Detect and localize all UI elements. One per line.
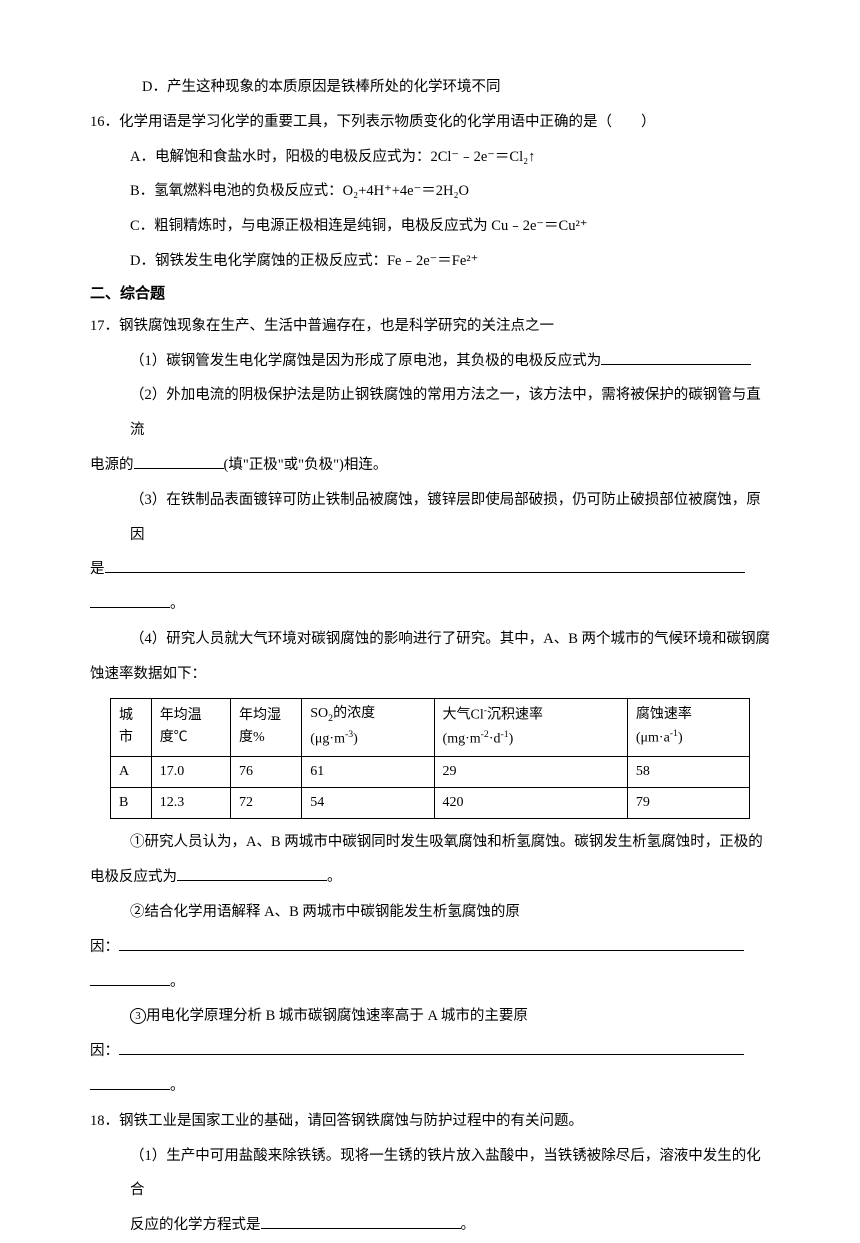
text: 蚀速率数据如下： [90, 666, 206, 682]
blank-line[interactable] [105, 572, 745, 573]
table-header-row: 城市 年均温度℃ 年均湿度% SO2的浓度(μg·m-3) 大气Cl-沉积速率(… [111, 698, 750, 756]
q17-p3-line2: 是 [90, 552, 770, 587]
text: 研究人员认为，A、B 两城市中碳钢同时发生吸氧腐蚀和析氢腐蚀。碳钢发生析氢腐蚀时… [145, 834, 763, 850]
th-humid: 年均湿度% [231, 698, 302, 756]
blank-line[interactable] [177, 865, 327, 881]
cell: 58 [627, 756, 749, 787]
table-row: A 17.0 76 61 29 58 [111, 756, 750, 787]
option-text: D．产生这种现象的本质原因是铁棒所处的化学环境不同 [142, 79, 500, 95]
circled-2: ② [130, 904, 145, 920]
blank-line[interactable] [90, 985, 170, 986]
cell: B [111, 787, 152, 818]
q18-p1-line2: 反应的化学方程式是 。 [90, 1208, 770, 1243]
text: （3）在铁制品表面镀锌可防止铁制品被腐蚀，镀锌层即使局部破损，仍可防止破损部位被… [130, 492, 761, 543]
q18-p1-line1: （1）生产中可用盐酸来除铁锈。现将一生锈的铁片放入盐酸中，当铁锈被除尽后，溶液中… [90, 1139, 770, 1209]
th-cl: 大气Cl-沉积速率(mg·m-2·d-1) [434, 698, 627, 756]
text: （4）研究人员就大气环境对碳钢腐蚀的影响进行了研究。其中，A、B 两个城市的气候… [130, 631, 770, 647]
blank-line[interactable] [134, 453, 224, 469]
q17-sub2-line3: 。 [90, 965, 770, 1000]
q16-option-d: D．钢铁发生电化学腐蚀的正极反应式：Fe﹣2e⁻＝Fe²⁺ [90, 244, 770, 279]
blank-line[interactable] [119, 1054, 744, 1055]
q17-sub3-line2: 因： [90, 1034, 770, 1069]
text: 用电化学原理分析 B 城市碳钢腐蚀速率高于 A 城市的主要原 [146, 1008, 528, 1024]
th-rate: 腐蚀速率(μm·a-1) [627, 698, 749, 756]
q16-option-a: A．电解饱和食盐水时，阳极的电极反应式为：2Cl⁻﹣2e⁻＝Cl₂↑ [90, 140, 770, 175]
q16-option-b: B．氢氧燃料电池的负极反应式：O₂+4H⁺+4e⁻＝2H₂O [90, 174, 770, 209]
circled-1: ① [130, 834, 145, 850]
circled-3-icon: 3 [130, 1008, 146, 1024]
cell: 12.3 [151, 787, 230, 818]
q17-sub1-line2: 电极反应式为 。 [90, 860, 770, 895]
section-2-header: 二、综合题 [90, 279, 770, 309]
q17-stem: 17．钢铁腐蚀现象在生产、生活中普遍存在，也是科学研究的关注点之一 [90, 309, 770, 344]
section-title: 二、综合题 [90, 285, 165, 302]
text: 因： [90, 939, 119, 955]
q18-stem: 18．钢铁工业是国家工业的基础，请回答钢铁腐蚀与防护过程中的有关问题。 [90, 1104, 770, 1139]
text: 。 [170, 596, 185, 612]
text: 。 [170, 1078, 185, 1094]
text: 。 [170, 974, 185, 990]
cell: 61 [302, 756, 434, 787]
text: 结合化学用语解释 A、B 两城市中碳钢能发生析氢腐蚀的原 [145, 904, 520, 920]
option-text: A．电解饱和食盐水时，阳极的电极反应式为：2Cl⁻﹣2e⁻＝Cl₂↑ [130, 149, 535, 165]
cell: 54 [302, 787, 434, 818]
text: （1）碳钢管发生电化学腐蚀是因为形成了原电池，其负极的电极反应式为 [130, 353, 601, 369]
q16-option-c: C．粗铜精炼时，与电源正极相连是纯铜，电极反应式为 Cu﹣2e⁻＝Cu²⁺ [90, 209, 770, 244]
cell: 17.0 [151, 756, 230, 787]
blank-line[interactable] [90, 1089, 170, 1090]
th-temp: 年均温度℃ [151, 698, 230, 756]
q17-p4-line2: 蚀速率数据如下： [90, 657, 770, 692]
option-text: B．氢氧燃料电池的负极反应式：O₂+4H⁺+4e⁻＝2H₂O [130, 183, 469, 199]
text: 因： [90, 1043, 119, 1059]
cell: A [111, 756, 152, 787]
stem-text: 16．化学用语是学习化学的重要工具，下列表示物质变化的化学用语中正确的是（ ） [90, 114, 656, 130]
q17-sub3-line3: 。 [90, 1069, 770, 1104]
cell: 79 [627, 787, 749, 818]
stem-text: 18．钢铁工业是国家工业的基础，请回答钢铁腐蚀与防护过程中的有关问题。 [90, 1113, 583, 1129]
q17-p3-line3: 。 [90, 587, 770, 622]
cell: 76 [231, 756, 302, 787]
text: 是 [90, 561, 105, 577]
cell: 72 [231, 787, 302, 818]
blank-line[interactable] [90, 607, 170, 608]
q17-p2-line2: 电源的 (填"正极"或"负极")相连。 [90, 448, 770, 483]
q17-data-table: 城市 年均温度℃ 年均湿度% SO2的浓度(μg·m-3) 大气Cl-沉积速率(… [110, 698, 750, 820]
option-text: D．钢铁发生电化学腐蚀的正极反应式：Fe﹣2e⁻＝Fe²⁺ [130, 253, 478, 269]
th-city: 城市 [111, 698, 152, 756]
text: 。 [461, 1217, 476, 1233]
text: 电源的 [90, 457, 134, 473]
q17-sub2-line2: 因： [90, 930, 770, 965]
th-so2: SO2的浓度(μg·m-3) [302, 698, 434, 756]
text: 电极反应式为 [90, 869, 177, 885]
q17-p4-line1: （4）研究人员就大气环境对碳钢腐蚀的影响进行了研究。其中，A、B 两个城市的气候… [90, 622, 770, 657]
stem-text: 17．钢铁腐蚀现象在生产、生活中普遍存在，也是科学研究的关注点之一 [90, 318, 554, 334]
option-text: C．粗铜精炼时，与电源正极相连是纯铜，电极反应式为 Cu﹣2e⁻＝Cu²⁺ [130, 218, 587, 234]
text: （1）生产中可用盐酸来除铁锈。现将一生锈的铁片放入盐酸中，当铁锈被除尽后，溶液中… [130, 1148, 761, 1199]
q17-p1: （1）碳钢管发生电化学腐蚀是因为形成了原电池，其负极的电极反应式为 [90, 344, 770, 379]
q17-sub1-line1: ①研究人员认为，A、B 两城市中碳钢同时发生吸氧腐蚀和析氢腐蚀。碳钢发生析氢腐蚀… [90, 825, 770, 860]
text: (填"正极"或"负极")相连。 [224, 457, 388, 473]
cell: 420 [434, 787, 627, 818]
q15-option-d: D．产生这种现象的本质原因是铁棒所处的化学环境不同 [90, 70, 770, 105]
q17-p2-line1: （2）外加电流的阴极保护法是防止钢铁腐蚀的常用方法之一，该方法中，需将被保护的碳… [90, 378, 770, 448]
text: 。 [327, 869, 342, 885]
blank-line[interactable] [119, 950, 744, 951]
text: 反应的化学方程式是 [130, 1217, 261, 1233]
blank-line[interactable] [601, 364, 751, 365]
table-row: B 12.3 72 54 420 79 [111, 787, 750, 818]
q17-sub2-line1: ②结合化学用语解释 A、B 两城市中碳钢能发生析氢腐蚀的原 [90, 895, 770, 930]
cell: 29 [434, 756, 627, 787]
q17-p3-line1: （3）在铁制品表面镀锌可防止铁制品被腐蚀，镀锌层即使局部破损，仍可防止破损部位被… [90, 483, 770, 553]
q17-sub3-line1: 3用电化学原理分析 B 城市碳钢腐蚀速率高于 A 城市的主要原 [90, 999, 770, 1034]
q16-stem: 16．化学用语是学习化学的重要工具，下列表示物质变化的化学用语中正确的是（ ） [90, 105, 770, 140]
text: （2）外加电流的阴极保护法是防止钢铁腐蚀的常用方法之一，该方法中，需将被保护的碳… [130, 387, 761, 438]
